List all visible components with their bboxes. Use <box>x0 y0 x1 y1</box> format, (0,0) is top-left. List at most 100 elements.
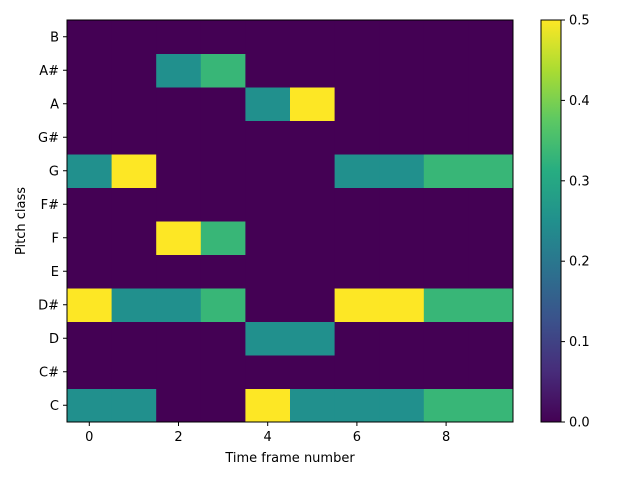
heatmap-cell <box>379 187 425 222</box>
heatmap-cell <box>245 355 291 389</box>
heatmap-cell <box>334 187 380 222</box>
heatmap-cell <box>468 154 514 188</box>
x-tick-label: 0 <box>85 430 93 445</box>
heatmap-cell <box>334 388 380 423</box>
heatmap-cell <box>200 355 246 389</box>
heatmap-cell <box>245 53 291 88</box>
colorbar-frame <box>540 19 562 423</box>
y-tick-label: F <box>52 231 59 246</box>
heatmap-cell <box>379 321 425 356</box>
y-tick-label: D# <box>38 298 59 313</box>
plot-frame <box>66 19 514 423</box>
colorbar-tick-label: 0.1 <box>569 335 590 350</box>
heatmap-cell <box>423 53 469 88</box>
y-axis-ticks: C C# D D# E F F# G G# A A# B <box>38 30 67 414</box>
heatmap-cell <box>423 388 469 423</box>
heatmap-cell <box>290 120 336 155</box>
heatmap-cell <box>468 187 514 222</box>
heatmap-cell <box>379 388 425 423</box>
heatmap-cell <box>423 154 469 188</box>
heatmap-cell <box>468 87 514 121</box>
heatmap-cell <box>423 20 469 54</box>
heatmap-cell <box>111 187 157 222</box>
heatmap-cell <box>200 221 246 255</box>
heatmap-cell <box>379 154 425 188</box>
heatmap-cell <box>245 388 291 423</box>
heatmap-cell <box>423 355 469 389</box>
heatmap-cell <box>200 120 246 155</box>
heatmap-cell <box>156 221 202 255</box>
heatmap-cell <box>290 154 336 188</box>
heatmap-cell <box>379 20 425 54</box>
y-tick-label: F# <box>41 198 59 213</box>
heatmap-cell <box>67 288 113 322</box>
colorbar-tick-label: 0.3 <box>569 174 590 189</box>
heatmap-cell <box>111 388 157 423</box>
heatmap-cell <box>67 388 113 423</box>
y-tick-label: G <box>49 164 59 179</box>
heatmap-cell <box>200 288 246 322</box>
x-tick-label: 4 <box>264 430 272 445</box>
heatmap-cell <box>67 355 113 389</box>
y-tick-label: A# <box>39 64 59 79</box>
heatmap-cell <box>67 321 113 356</box>
colorbar <box>541 20 561 422</box>
heatmap-cell <box>156 53 202 88</box>
heatmap-cell <box>67 254 113 289</box>
heatmap-cell <box>111 254 157 289</box>
heatmap-cell <box>200 388 246 423</box>
heatmap-cell <box>111 221 157 255</box>
x-axis-ticks: 0 2 4 6 8 <box>85 422 450 445</box>
heatmap-cell <box>67 187 113 222</box>
colorbar-tick-label: 0.5 <box>569 14 590 29</box>
heatmap-cell <box>111 87 157 121</box>
heatmap-cell <box>379 87 425 121</box>
y-tick-label: A <box>50 97 59 112</box>
heatmap-cell <box>468 20 514 54</box>
heatmap-cell <box>334 288 380 322</box>
heatmap-cell <box>379 288 425 322</box>
heatmap-cell <box>200 321 246 356</box>
heatmap-cell <box>200 87 246 121</box>
heatmap-cell <box>379 53 425 88</box>
heatmap-cell <box>245 87 291 121</box>
x-tick-label: 2 <box>174 430 182 445</box>
y-tick-label: G# <box>38 131 59 146</box>
heatmap-cell <box>423 288 469 322</box>
heatmap-cell <box>290 321 336 356</box>
heatmap-cell <box>156 321 202 356</box>
heatmap-cell <box>423 120 469 155</box>
heatmap-cell <box>111 20 157 54</box>
y-axis-label: Pitch class <box>14 187 29 255</box>
heatmap-cell <box>156 355 202 389</box>
heatmap-cell <box>334 53 380 88</box>
heatmap-cell <box>111 321 157 356</box>
heatmap-cell <box>245 321 291 356</box>
heatmap-cell <box>111 53 157 88</box>
heatmap-cell <box>290 221 336 255</box>
heatmap-cell <box>334 221 380 255</box>
heatmap-cell <box>156 388 202 423</box>
heatmap-cell <box>290 355 336 389</box>
heatmap-cell <box>245 120 291 155</box>
heatmap-cell <box>468 321 514 356</box>
heatmap-cell <box>111 120 157 155</box>
heatmap-cell <box>290 20 336 54</box>
heatmap-cell <box>200 20 246 54</box>
heatmap-cell <box>200 154 246 188</box>
y-tick-label: C <box>50 399 59 414</box>
heatmap-cell <box>67 87 113 121</box>
heatmap-cell <box>423 321 469 356</box>
heatmap-cell <box>245 221 291 255</box>
x-tick-label: 6 <box>353 430 361 445</box>
heatmap-cell <box>245 288 291 322</box>
heatmap-cell <box>290 288 336 322</box>
heatmap-cell <box>334 254 380 289</box>
y-tick-label: C# <box>39 365 59 380</box>
heatmap-cell <box>334 321 380 356</box>
heatmap-cell <box>111 154 157 188</box>
heatmap-cell <box>379 221 425 255</box>
heatmap-cell <box>468 254 514 289</box>
heatmap-cell <box>200 254 246 289</box>
heatmap-cell <box>200 53 246 88</box>
